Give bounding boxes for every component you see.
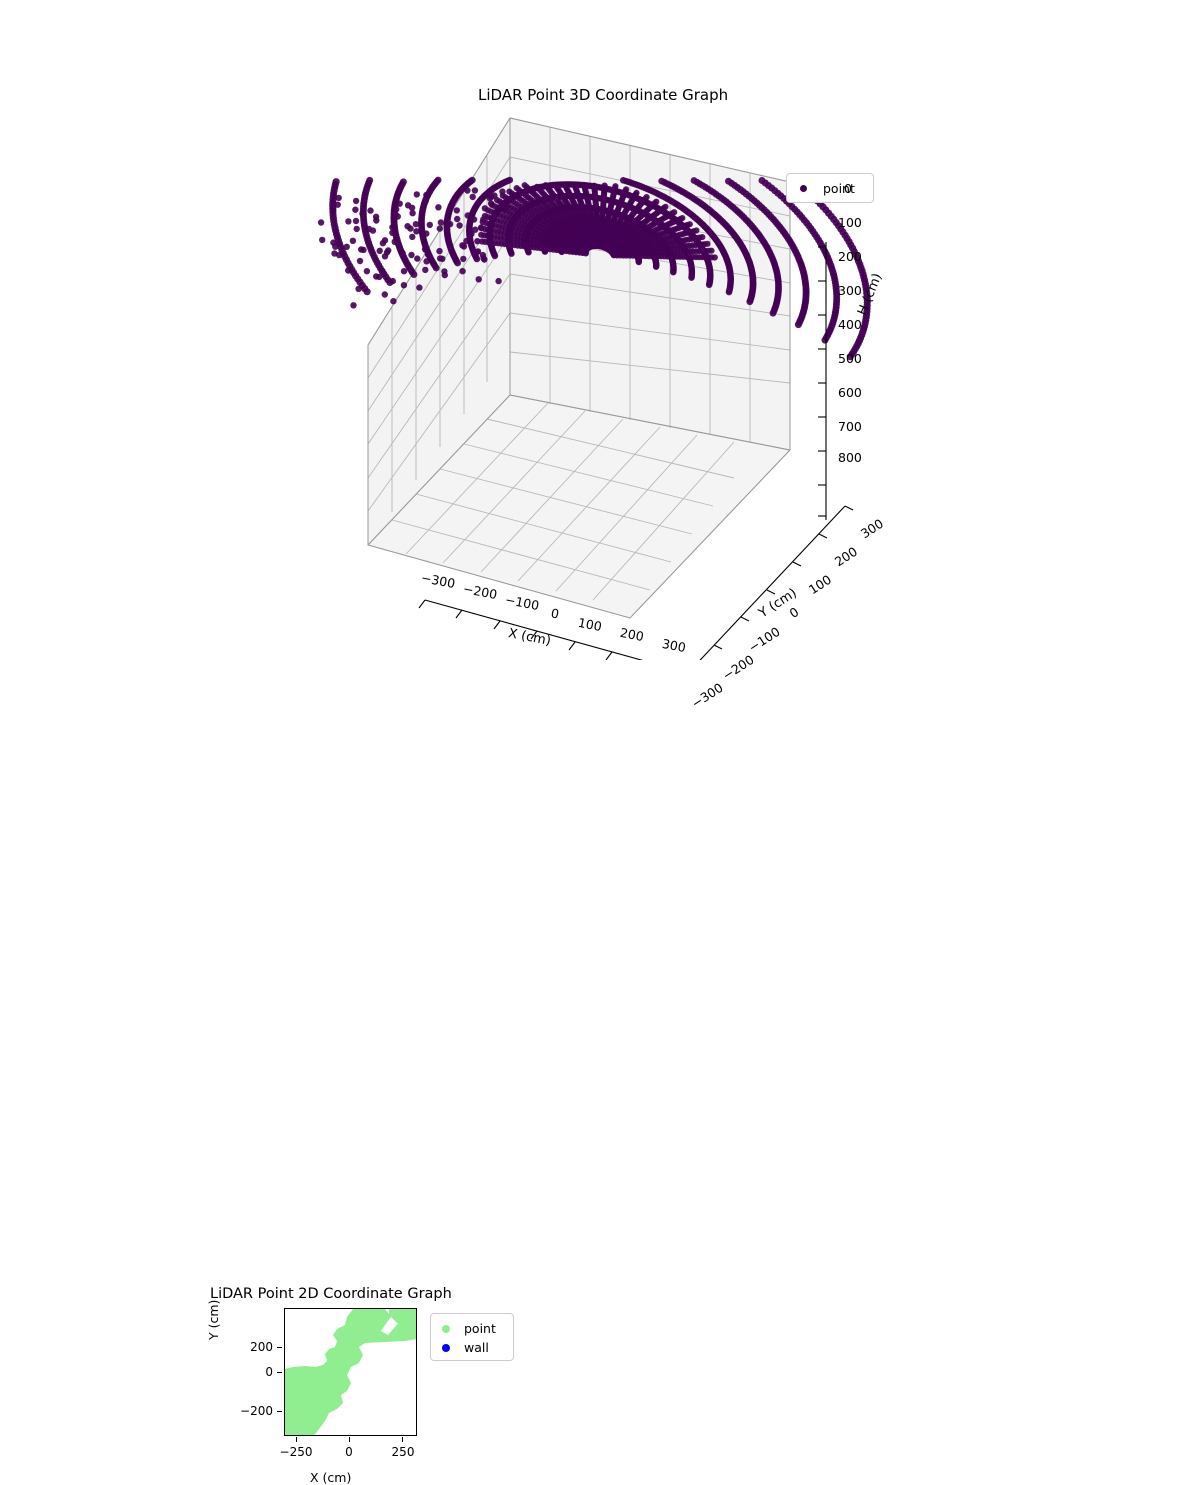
legend-entry-wall[interactable]: wall xyxy=(431,1338,513,1357)
x-tickmark-0 xyxy=(296,1437,297,1442)
legend-entry-point[interactable]: point xyxy=(431,1319,513,1338)
x-tickmark-1 xyxy=(349,1437,350,1442)
y-tickmark-2 xyxy=(277,1411,282,1412)
plot-2d-y-tick-2: −200 xyxy=(233,1404,273,1418)
plot-2d-x-axis-label: X (cm) xyxy=(310,1470,351,1485)
plot-2d-point-cloud xyxy=(285,1309,417,1436)
legend-label-point: point xyxy=(464,1321,496,1336)
plot-3d-panel: LiDAR Point 3D Coordinate Graph point 0 … xyxy=(0,60,1200,660)
z-tick-2: 200 xyxy=(838,249,862,264)
plot-2d-title: LiDAR Point 2D Coordinate Graph xyxy=(210,1286,452,1302)
plot-2d-x-tick-0: −250 xyxy=(271,1445,321,1459)
plot-2d-axes[interactable] xyxy=(284,1308,417,1436)
z-tick-0: 0 xyxy=(844,181,852,196)
plot-2d-x-tick-2: 250 xyxy=(380,1445,426,1459)
plot-2d-legend[interactable]: point wall xyxy=(430,1313,514,1361)
legend-label-wall: wall xyxy=(464,1340,489,1355)
plot-3d-title: LiDAR Point 3D Coordinate Graph xyxy=(478,86,728,104)
z-tick-4: 400 xyxy=(838,317,862,332)
legend-marker-wall-icon xyxy=(442,1344,450,1352)
z-tick-8: 800 xyxy=(838,450,862,465)
z-tick-6: 600 xyxy=(838,385,862,400)
legend-marker-point-icon xyxy=(800,185,807,192)
plot-2d-y-tick-1: 0 xyxy=(237,1365,273,1379)
legend-marker-point-icon xyxy=(442,1325,450,1333)
plot-2d-y-axis-label: Y (cm) xyxy=(206,1300,221,1340)
z-tick-1: 100 xyxy=(838,215,862,230)
z-tick-7: 700 xyxy=(838,419,862,434)
plot-2d-x-tick-1: 0 xyxy=(326,1445,372,1459)
x-tickmark-2 xyxy=(402,1437,403,1442)
z-tick-3: 300 xyxy=(838,283,862,298)
y-tickmark-0 xyxy=(277,1347,282,1348)
plot-3d-axes xyxy=(0,60,1200,660)
histogram-panel: Height Histogram 0 2500 5000 7500 0 100 … xyxy=(620,640,1200,900)
figure-canvas: LiDAR Point 3D Coordinate Graph point 0 … xyxy=(0,0,1200,900)
y-tickmark-1 xyxy=(277,1372,282,1373)
plot-2d-y-tick-0: 200 xyxy=(237,1340,273,1354)
plot-3d-legend[interactable]: point xyxy=(786,173,874,203)
z-tick-5: 500 xyxy=(838,351,862,366)
plot-2d-panel: LiDAR Point 2D Coordinate Graph 200 0 −2… xyxy=(0,640,560,900)
